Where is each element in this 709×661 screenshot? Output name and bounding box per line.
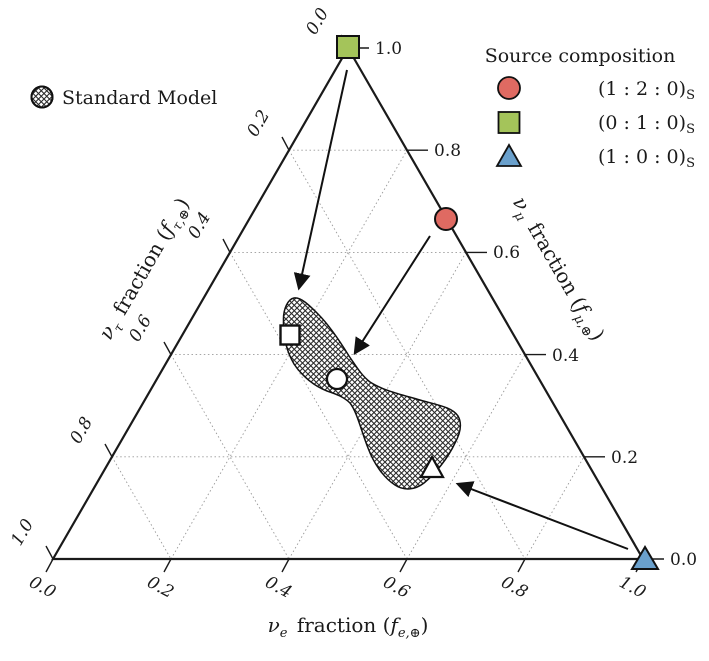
legend-title: Source composition xyxy=(485,45,676,67)
tick-label: 0.4 xyxy=(552,346,579,366)
right-axis-label: νμ fraction (fμ,⊕) xyxy=(505,192,610,347)
legend-item-label: (1 : 0 : 0)S xyxy=(598,146,695,171)
right-axis-tick-labels: 1.0 0.8 0.6 0.4 0.2 0.0 xyxy=(375,39,697,570)
tick-label: 0.6 xyxy=(493,243,520,263)
source-square-marker xyxy=(336,35,360,59)
tick-label: 0.8 xyxy=(434,141,461,161)
earth-square-marker xyxy=(279,324,301,346)
tick-label: 0.0 xyxy=(670,550,697,570)
tick-label: 0.8 xyxy=(66,414,97,448)
tick-label: 0.2 xyxy=(611,448,638,468)
hatched-circle-icon-fill xyxy=(30,85,54,109)
legend-item-label: (0 : 1 : 0)S xyxy=(598,112,695,137)
bottom-axis-tick-labels: 0.0 0.2 0.4 0.6 0.8 1.0 xyxy=(26,572,649,602)
legend-circle-icon xyxy=(497,76,521,100)
source-composition-legend: Source composition (1 : 2 : 0)S (0 : 1 :… xyxy=(485,45,695,171)
arrow-circle xyxy=(353,235,431,356)
tick-label: 0.2 xyxy=(243,107,274,140)
standard-model-region xyxy=(282,297,462,490)
tick-label: 0.0 xyxy=(26,572,59,602)
earth-circle-marker xyxy=(325,367,349,391)
standard-model-legend: Standard Model xyxy=(30,85,217,109)
arrow-square xyxy=(293,69,348,291)
tick-label: 0.2 xyxy=(144,572,177,602)
source-triangle-marker xyxy=(630,545,660,570)
tick-label: 0.4 xyxy=(262,572,295,602)
tick-label: 1.0 xyxy=(616,572,649,602)
legend-triangle-icon xyxy=(495,143,523,167)
tick-label: 0.6 xyxy=(380,572,413,602)
tick-label: 1.0 xyxy=(375,39,402,59)
standard-model-label: Standard Model xyxy=(62,87,217,109)
legend-item-label: (1 : 2 : 0)S xyxy=(598,78,695,103)
source-circle-marker xyxy=(434,207,458,231)
ternary-frame xyxy=(51,45,645,561)
arrow-triangle xyxy=(455,481,629,550)
earth-triangle-marker xyxy=(419,454,445,479)
earth-markers xyxy=(279,324,445,479)
tick-label: 1.0 xyxy=(7,516,38,550)
legend-square-icon xyxy=(497,111,521,134)
annotation-arrows xyxy=(293,69,629,550)
tick-label: 0.8 xyxy=(498,572,531,602)
source-markers xyxy=(336,35,660,570)
bottom-axis-label: νe fraction (fe,⊕) xyxy=(268,613,429,641)
tick-label: 0.0 xyxy=(302,5,333,39)
